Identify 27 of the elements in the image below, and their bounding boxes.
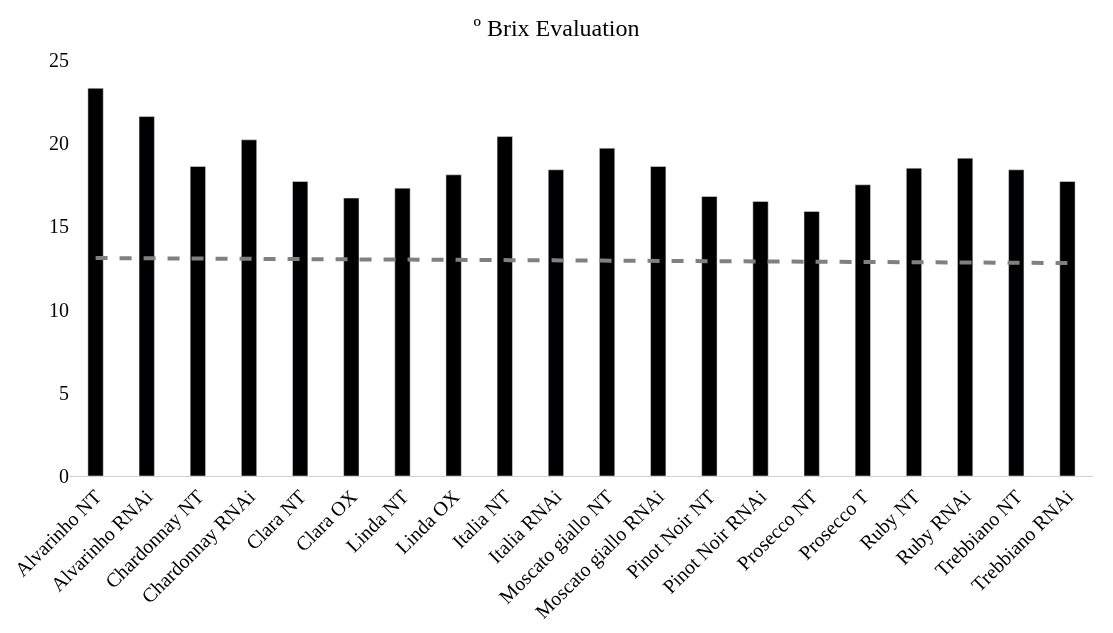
bar <box>548 169 564 476</box>
y-tick-label: 25 <box>49 49 69 71</box>
bar <box>701 196 718 476</box>
bar <box>599 147 615 476</box>
chart-title: º Brix Evaluation <box>473 14 640 41</box>
bar <box>803 211 820 476</box>
bar <box>189 166 206 476</box>
bar <box>87 88 104 476</box>
bar <box>1008 169 1025 476</box>
bar <box>1059 181 1076 476</box>
bar <box>854 184 871 476</box>
bar <box>957 157 974 476</box>
y-tick-label: 10 <box>49 298 69 321</box>
bar <box>241 139 257 476</box>
bar <box>906 167 922 476</box>
y-tick-label: 20 <box>49 132 69 155</box>
bar <box>650 166 667 476</box>
y-tick-label: 15 <box>49 215 69 238</box>
bar <box>445 174 462 476</box>
bar <box>752 201 769 476</box>
y-tick-label: 0 <box>59 465 69 487</box>
bar <box>292 181 309 476</box>
bar <box>394 187 411 476</box>
bar <box>343 197 360 476</box>
bar <box>138 116 155 476</box>
y-tick-label: 5 <box>59 381 69 404</box>
bar <box>496 136 513 476</box>
